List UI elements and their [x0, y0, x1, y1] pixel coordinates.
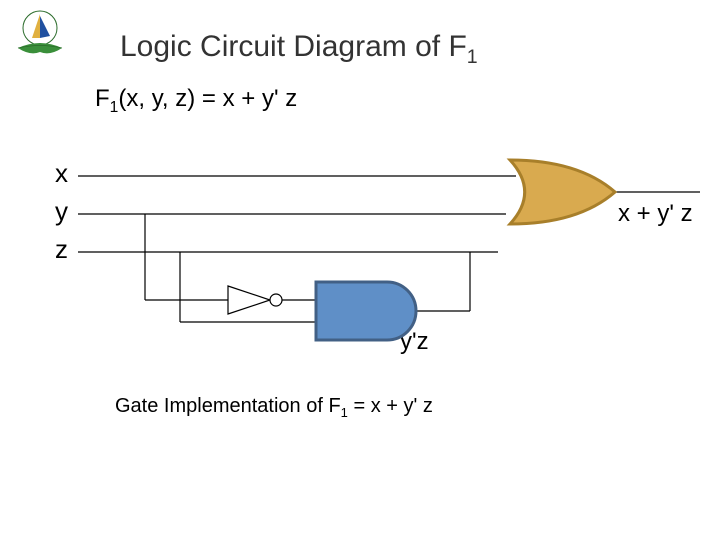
- gates: [228, 160, 615, 340]
- circuit-diagram: [0, 0, 720, 540]
